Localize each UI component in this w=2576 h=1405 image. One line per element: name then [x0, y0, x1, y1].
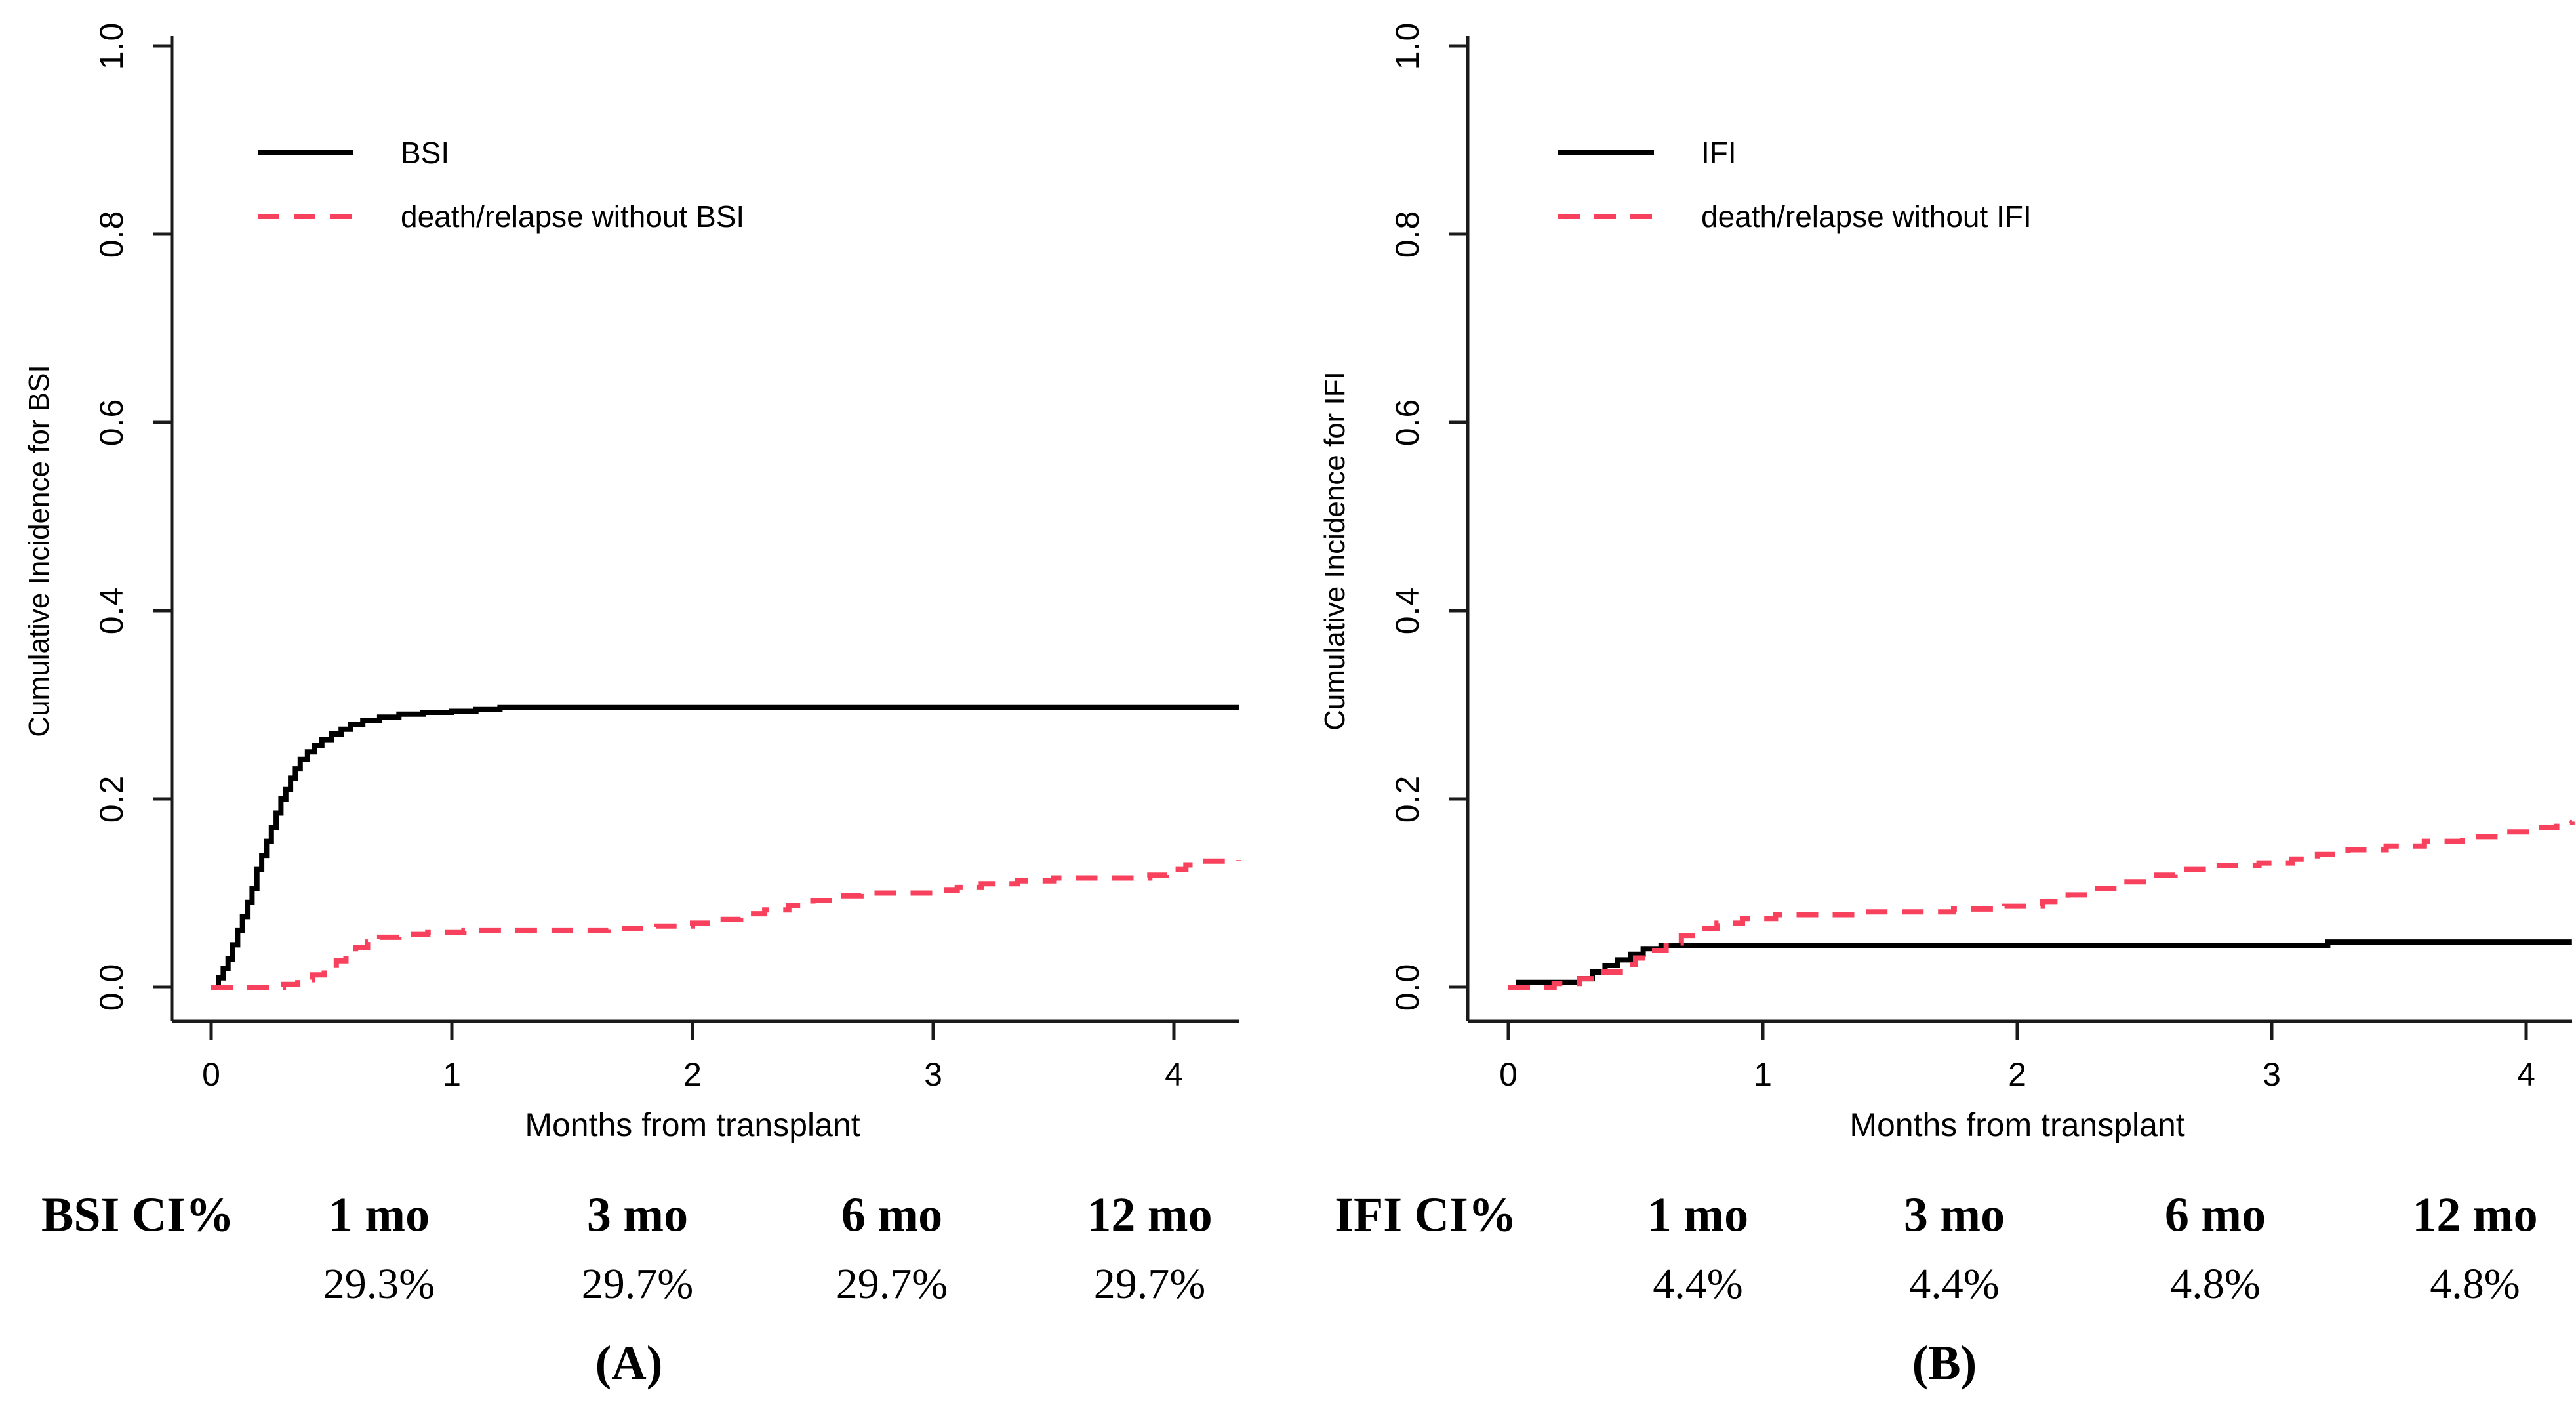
legend-line-solid-icon — [1558, 150, 1654, 155]
y-tick-label: 0.8 — [93, 210, 130, 258]
y-tick-label: 0.8 — [1389, 210, 1426, 258]
table-value: 4.4% — [1909, 1260, 2000, 1308]
curve-death-relapse-without-ifi — [1508, 819, 2575, 990]
panel-letter-b: (B) — [1912, 1336, 1977, 1391]
y-tick-label: 0.4 — [93, 586, 130, 635]
legend-label-death-relapse-without-bsi: death/relapse without BSI — [401, 199, 745, 234]
table-col-header: 6 mo — [2164, 1188, 2266, 1242]
panel-letter-a: (A) — [595, 1336, 663, 1391]
x-axis-title-a: Months from transplant — [525, 1107, 860, 1143]
y-tick-label: 1.0 — [93, 22, 130, 70]
legend-line-solid-icon — [258, 150, 353, 155]
table-value: 29.7% — [835, 1260, 948, 1308]
table-col-header: 12 mo — [2412, 1188, 2538, 1242]
table-col-header: 6 mo — [841, 1188, 943, 1242]
x-tick-label: 2 — [2008, 1056, 2026, 1093]
table-col-header: 3 mo — [586, 1188, 689, 1242]
table-row-header: BSI CI% — [41, 1188, 235, 1242]
x-tick-label: 3 — [2263, 1056, 2281, 1093]
table-value: 4.4% — [1653, 1260, 1743, 1308]
table-value: 4.8% — [2430, 1260, 2520, 1308]
legend-line-dashed-icon — [258, 214, 353, 219]
legend-label-bsi: BSI — [401, 136, 450, 170]
x-tick-label: 1 — [1754, 1056, 1772, 1093]
curve-death-relapse-without-bsi — [211, 858, 1242, 990]
y-axis-title-b: Cumulative Incidence for IFI — [1319, 371, 1351, 731]
y-tick-label: 1.0 — [1389, 22, 1426, 70]
x-tick-label: 4 — [1165, 1056, 1183, 1093]
table-row-header: IFI CI% — [1335, 1188, 1517, 1242]
y-tick-label: 0.0 — [1389, 963, 1426, 1011]
table-value: 4.8% — [2170, 1260, 2261, 1308]
legend-label-death-relapse-without-ifi: death/relapse without IFI — [1701, 199, 2032, 234]
y-tick-label: 0.6 — [93, 398, 130, 447]
curve-bsi — [211, 704, 1239, 990]
legend-label-ifi: IFI — [1701, 136, 1737, 170]
y-tick-label: 0.2 — [93, 775, 130, 823]
x-tick-label: 0 — [1499, 1056, 1518, 1093]
legend-line-dashed-icon — [1558, 214, 1654, 219]
x-tick-label: 3 — [924, 1056, 942, 1093]
table-value: 29.3% — [323, 1260, 435, 1308]
y-tick-label: 0.6 — [1389, 398, 1426, 447]
table-value: 29.7% — [581, 1260, 694, 1308]
table-col-header: 1 mo — [328, 1188, 430, 1242]
table-value: 29.7% — [1093, 1260, 1206, 1308]
x-tick-label: 4 — [2517, 1056, 2535, 1093]
x-tick-label: 2 — [683, 1056, 702, 1093]
table-col-header: 12 mo — [1087, 1188, 1213, 1242]
x-tick-label: 1 — [443, 1056, 461, 1093]
x-tick-label: 0 — [202, 1056, 220, 1093]
table-col-header: 1 mo — [1647, 1188, 1749, 1242]
y-tick-label: 0.2 — [1389, 775, 1426, 823]
x-axis-title-b: Months from transplant — [1849, 1107, 2185, 1143]
y-axis-title-a: Cumulative Incidence for BSI — [23, 365, 55, 737]
y-tick-label: 0.4 — [1389, 586, 1426, 635]
y-tick-label: 0.0 — [93, 963, 130, 1011]
table-col-header: 3 mo — [1903, 1188, 2005, 1242]
